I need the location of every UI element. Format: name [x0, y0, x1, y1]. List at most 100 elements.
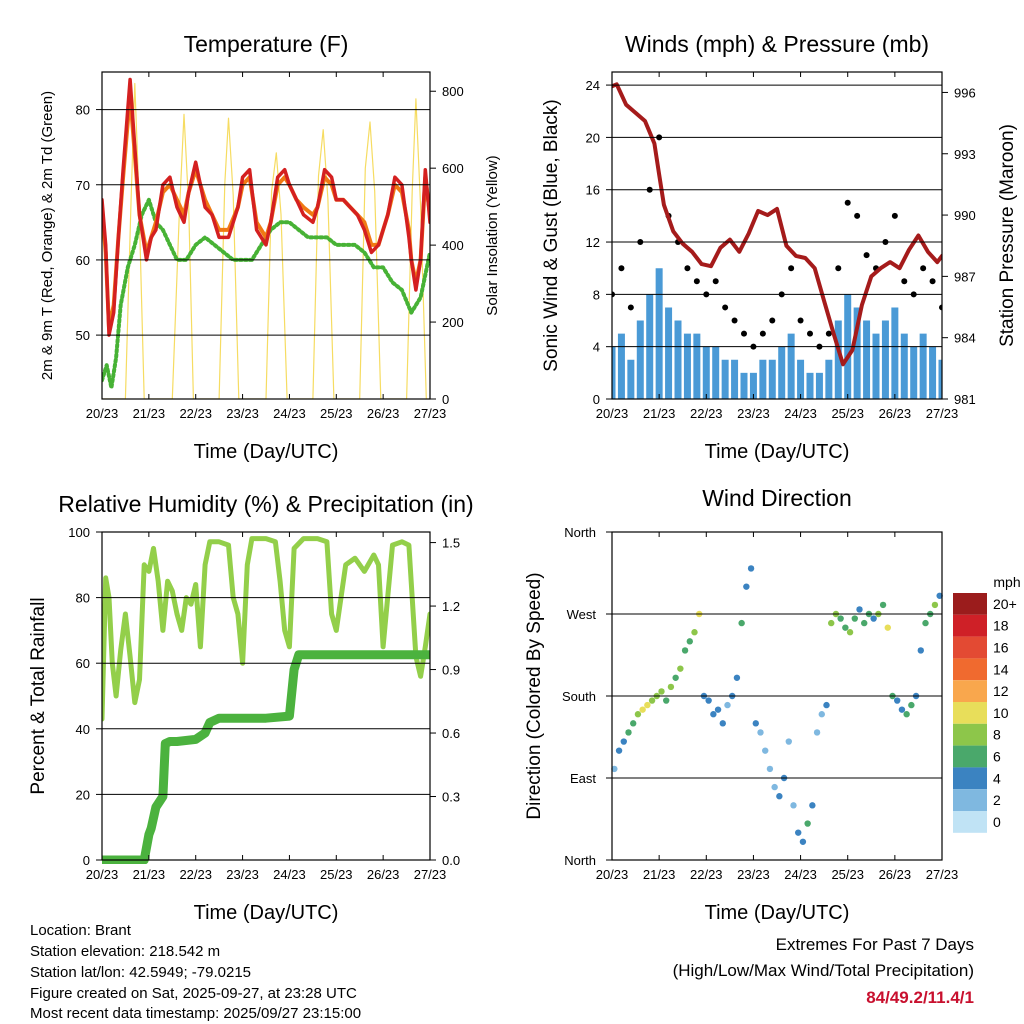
wind-direction-point: [691, 629, 698, 636]
temperature-ytick-label: 50: [76, 328, 90, 343]
wind-direction-point: [733, 674, 741, 681]
legend-swatch: [953, 767, 987, 790]
wind_direction-ytick-label: West: [567, 607, 597, 622]
winds-y2label: Station Pressure (Maroon): [997, 124, 1018, 347]
wind-direction-point: [625, 729, 632, 736]
gust-point: [797, 317, 804, 324]
winds-y2tick-label: 990: [954, 208, 976, 223]
footer-recent: Most recent data timestamp: 2025/09/27 2…: [30, 1005, 362, 1022]
wind-direction-point: [743, 583, 750, 590]
humidity-xtick-label: 20/23: [86, 867, 119, 882]
winds-y2tick-label: 993: [954, 147, 976, 162]
humidity-title: Relative Humidity (%) & Precipitation (i…: [58, 491, 473, 517]
temperature-y2tick-label: 400: [442, 238, 464, 253]
winds-xtick-label: 23/23: [737, 406, 770, 421]
legend-swatch: [953, 811, 987, 833]
wind-direction-point: [790, 802, 797, 809]
wind_direction-xlabel: Time (Day/UTC): [705, 902, 850, 924]
wind-direction-point: [686, 638, 693, 645]
wind-direction-point: [771, 783, 778, 791]
gust-point: [920, 265, 927, 272]
winds-y2tick-label: 987: [954, 269, 976, 284]
legend-swatch: [953, 614, 987, 637]
temperature-ytick-label: 70: [76, 178, 90, 193]
wind-direction-point: [813, 729, 821, 736]
gust-point: [769, 317, 776, 324]
temperature-ylabel: 2m & 9m T (Red, Orange) & 2m Td (Green): [39, 91, 56, 380]
wind_direction-xtick-label: 24/23: [784, 867, 817, 882]
legend-label: 4: [993, 770, 1001, 786]
gust-point: [863, 252, 870, 259]
wind-direction-point: [837, 615, 844, 622]
humidity-ytick-label: 0: [83, 853, 90, 868]
relative-humidity-line: [102, 536, 430, 722]
wind-direction-point: [818, 711, 825, 718]
gust-point: [712, 278, 719, 285]
wind-direction-point: [677, 665, 684, 672]
wind-direction-point: [936, 592, 943, 599]
temperature-y2tick-label: 0: [442, 392, 449, 407]
wind-direction-point: [856, 606, 863, 613]
humidity-ytick-label: 20: [76, 787, 90, 802]
wind-direction-point: [879, 601, 887, 609]
wind-direction-point: [846, 629, 854, 636]
wind-direction-point: [747, 565, 755, 572]
gust-point: [627, 304, 634, 311]
winds-ytick-label: 8: [593, 287, 600, 302]
legend-label: 6: [993, 749, 1001, 765]
humidity-y2tick-label: 0.0: [442, 853, 460, 868]
footer-location: Location: Brant: [30, 922, 131, 939]
gust-point: [844, 199, 851, 206]
gust-point: [891, 212, 898, 219]
legend-swatch: [953, 658, 987, 681]
winds-y2tick-label: 981: [954, 392, 976, 407]
station-pressure-line: [612, 82, 942, 367]
temperature-ytick-label: 60: [76, 253, 90, 268]
temperature-xtick-label: 26/23: [367, 406, 400, 421]
wind-direction-point: [644, 701, 651, 709]
humidity-y2tick-label: 0.9: [442, 663, 460, 678]
wind-direction-point: [903, 711, 910, 718]
gust-point: [684, 265, 691, 272]
gust-point: [901, 278, 908, 285]
winds-ytick-label: 12: [586, 235, 600, 250]
temperature-xtick-label: 24/23: [273, 406, 306, 421]
wind-direction-point: [861, 619, 868, 627]
wind-direction-point: [757, 729, 764, 736]
wind_direction-xtick-label: 20/23: [596, 867, 629, 882]
temperature-xtick-label: 25/23: [320, 406, 353, 421]
wind-direction-point: [705, 697, 712, 704]
humidity-xtick-label: 25/23: [320, 867, 353, 882]
wind-direction-point: [630, 720, 637, 727]
wind_direction-xtick-label: 27/23: [926, 867, 959, 882]
temperature-series-group: [102, 77, 430, 399]
gust-point: [807, 330, 813, 337]
wind-direction-point: [823, 701, 830, 709]
humidity-y2tick-label: 0.3: [442, 790, 460, 805]
wind-direction-point: [766, 765, 774, 773]
wind-direction-point: [898, 706, 906, 713]
legend-label: 0: [993, 814, 1001, 830]
temperature-y2tick-label: 200: [442, 315, 464, 330]
wind-direction-point: [738, 619, 745, 627]
wind_direction-xtick-label: 26/23: [879, 867, 912, 882]
humidity-xtick-label: 24/23: [273, 867, 306, 882]
legend-swatch: [953, 593, 987, 615]
wind-direction-point: [620, 738, 627, 745]
wind-direction-point: [710, 711, 717, 718]
wind-direction-point: [681, 647, 689, 654]
wind-direction-point: [931, 601, 939, 609]
winds-xtick-label: 25/23: [831, 406, 864, 421]
legend-label: 14: [993, 661, 1009, 677]
humidity-ytick-label: 80: [76, 591, 90, 606]
winds-ytick-label: 16: [586, 183, 600, 198]
temperature-xtick-label: 23/23: [226, 406, 259, 421]
temperature-y2tick-label: 600: [442, 161, 464, 176]
wind_direction-title: Wind Direction: [702, 485, 852, 511]
wind_direction-xtick-label: 23/23: [737, 867, 770, 882]
winds-xlabel: Time (Day/UTC): [705, 441, 850, 463]
humidity-plot-frame: [101, 531, 431, 861]
gust-point: [825, 330, 832, 337]
wind_direction-ylabel: Direction (Colored By Speed): [524, 572, 545, 819]
winds-title: Winds (mph) & Pressure (mb): [625, 31, 929, 57]
